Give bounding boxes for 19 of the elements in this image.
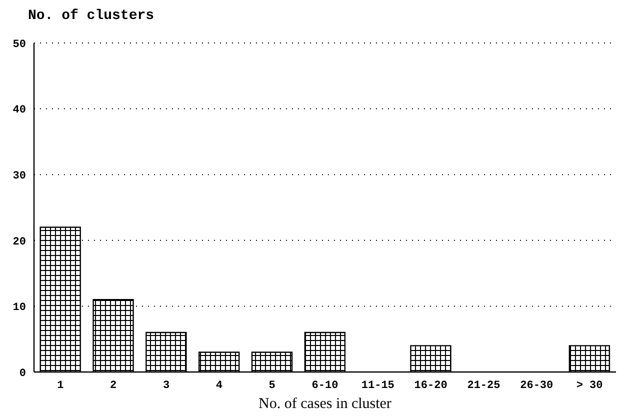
x-tick-label: 21-25 xyxy=(467,380,501,392)
y-tick-label: 30 xyxy=(12,170,26,183)
x-tick-label: 3 xyxy=(162,380,170,392)
x-tick-label: 1 xyxy=(57,380,64,392)
x-tick-label: 4 xyxy=(216,380,223,392)
x-tick-label: 26-30 xyxy=(520,380,554,392)
x-tick-label: > 30 xyxy=(576,380,603,392)
y-tick-label: 0 xyxy=(19,368,26,380)
y-tick-label: 20 xyxy=(12,236,26,248)
x-tick-label: 6-10 xyxy=(312,380,338,392)
x-tick-label: 5 xyxy=(268,380,276,392)
y-tick-label: 50 xyxy=(12,38,26,51)
y-tick-label: 10 xyxy=(12,302,26,314)
x-axis-title: No. of cases in cluster xyxy=(258,396,392,412)
y-axis-title: No. of clusters xyxy=(28,8,154,24)
y-tick-label: 40 xyxy=(12,104,26,117)
x-tick-label: 2 xyxy=(110,380,117,392)
x-tick-label: 16-20 xyxy=(414,380,448,392)
x-tick-label: 11-15 xyxy=(361,380,395,392)
